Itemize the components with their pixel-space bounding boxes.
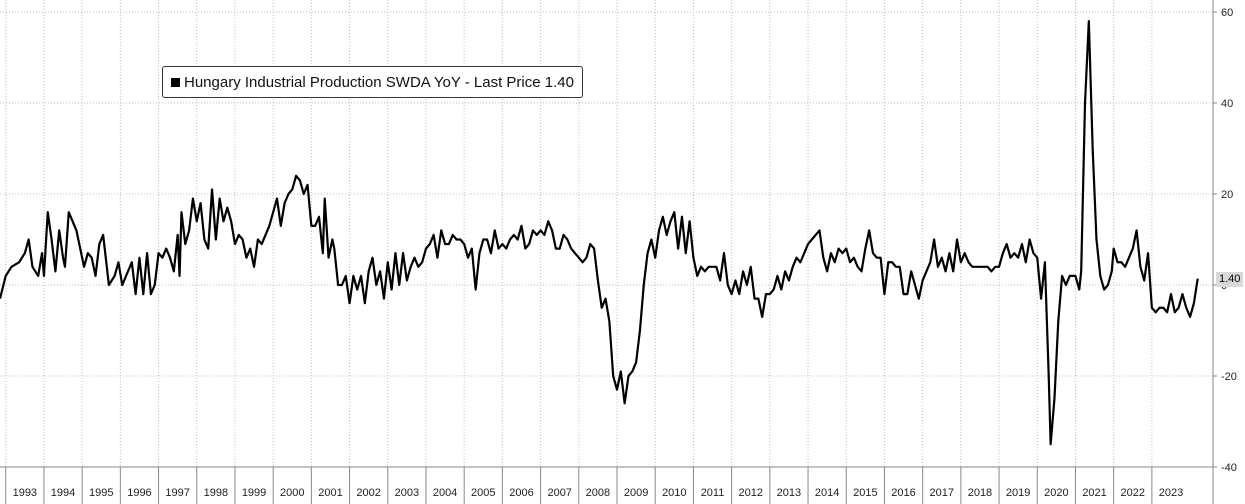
x-axis: 1993 1994 1995 1996 1997 1998 1999 2000 2001 2002…: [0, 466, 1213, 504]
y-tick-label: 20: [1221, 189, 1233, 201]
x-tick-label: 2001: [318, 487, 342, 499]
x-tick-label: 2002: [356, 487, 380, 499]
y-tick-label: 40: [1221, 98, 1233, 110]
x-tick-label: 1996: [127, 487, 151, 499]
x-tick-label: 2018: [968, 487, 992, 499]
x-tick-label: 2010: [662, 487, 686, 499]
x-tick-label: 2020: [1044, 487, 1068, 499]
y-tick-label: -20: [1221, 371, 1237, 383]
x-tick-label: 2014: [815, 487, 839, 499]
x-tick-label: 2023: [1159, 487, 1183, 499]
x-tick-label: 1993: [13, 487, 37, 499]
x-tick-label: 2013: [777, 487, 801, 499]
x-tick-label: 2022: [1121, 487, 1145, 499]
y-tick-label: 60: [1221, 7, 1233, 19]
x-tick-label: 2012: [738, 487, 762, 499]
x-tick-label: 2011: [701, 487, 725, 499]
x-tick-label: 2019: [1006, 487, 1030, 499]
x-tick-label: 2008: [586, 487, 610, 499]
legend: Hungary Industrial Production SWDA YoY -…: [162, 66, 583, 98]
x-tick-label: 1994: [51, 487, 75, 499]
legend-swatch: [171, 77, 180, 87]
series-line: [0, 20, 1199, 446]
series-layer: [0, 20, 1199, 446]
x-tick-label: 2005: [471, 487, 495, 499]
x-tick-label: 1997: [165, 487, 189, 499]
x-tick-label: 2017: [930, 487, 954, 499]
x-tick-label: 2003: [395, 487, 419, 499]
x-tick-label: 2007: [547, 487, 571, 499]
x-tick-label: 2021: [1082, 487, 1106, 499]
x-tick-label: 1995: [89, 487, 113, 499]
legend-label: Hungary Industrial Production SWDA YoY -…: [184, 73, 574, 91]
y-tick-label: -40: [1221, 462, 1237, 474]
x-tick-label: 2004: [433, 487, 457, 499]
x-tick-label: 1999: [242, 487, 266, 499]
x-tick-label: 2006: [509, 487, 533, 499]
last-price-tag: 1.40: [1216, 272, 1244, 287]
x-tick-label: 2015: [853, 487, 877, 499]
x-tick-label: 2009: [624, 487, 648, 499]
y-axis: 6040200-20-40: [1212, 0, 1237, 504]
x-tick-label: 2016: [891, 487, 915, 499]
x-tick-label: 1998: [204, 487, 228, 499]
x-tick-label: 2000: [280, 487, 304, 499]
